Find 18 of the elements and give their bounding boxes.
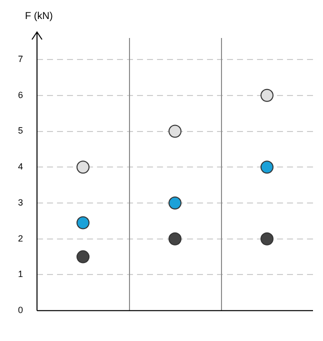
point [168,196,182,210]
y-axis-title: F (kN) [25,10,53,22]
point [76,250,90,264]
y-tick-label: 6 [18,90,24,100]
point [260,160,274,174]
point [168,124,182,138]
point [76,160,90,174]
y-tick-label: 2 [18,233,24,244]
y-tick-label: 4 [18,162,24,172]
y-tick-label: 3 [18,197,24,208]
point [168,232,182,246]
point [260,232,274,246]
point [76,216,90,230]
y-tick-label: 7 [18,54,24,64]
y-tick-label: 5 [18,126,24,136]
point [260,88,274,102]
y-tick-label: 0 [18,305,24,316]
y-tick-label: 1 [18,269,24,280]
